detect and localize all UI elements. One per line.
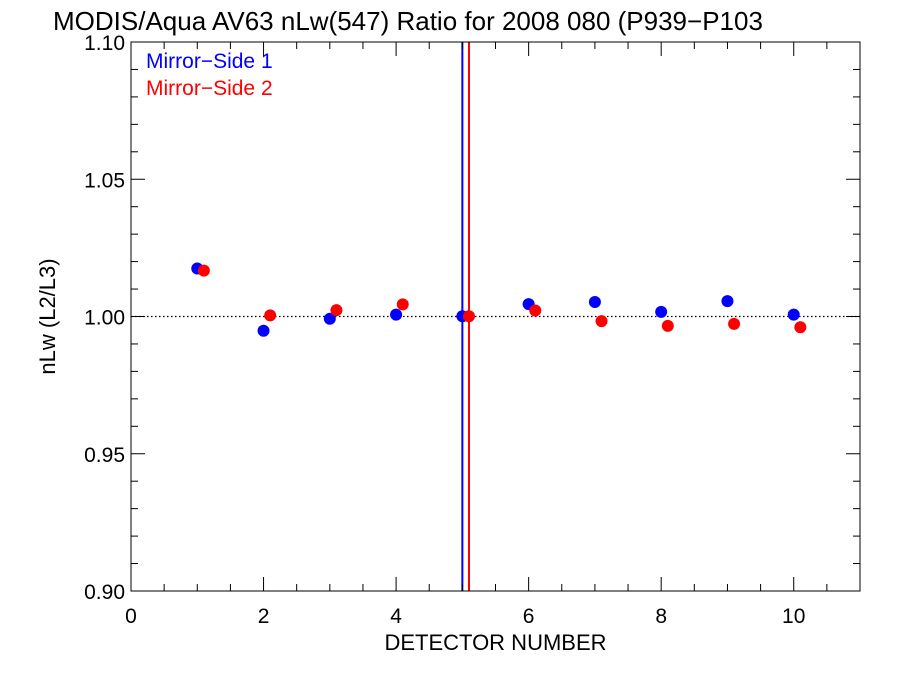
reference-lines <box>131 42 860 591</box>
x-tick-label: 4 <box>390 605 402 628</box>
x-axis-label: DETECTOR NUMBER <box>384 630 606 655</box>
axis-tick-labels: 0 2 4 6 8 10 0.90 0.95 1.00 1.05 1.10 <box>84 32 805 628</box>
legend-entry-mirror-side-2: Mirror−Side 2 <box>146 77 273 100</box>
x-tick-label: 10 <box>782 605 805 628</box>
data-point-series-1 <box>787 308 800 321</box>
data-point-series-2 <box>728 317 741 330</box>
axis-ticks <box>130 41 861 592</box>
data-point-series-1 <box>588 295 601 308</box>
data-point-series-2 <box>661 319 674 332</box>
data-point-series-1 <box>721 295 734 308</box>
chart-title: MODIS/Aqua AV63 nLw(547) Ratio for 2008 … <box>53 6 763 36</box>
x-tick-label: 6 <box>523 605 535 628</box>
data-point-series-1 <box>655 305 668 318</box>
legend: Mirror−Side 1 Mirror−Side 2 <box>146 50 273 100</box>
data-point-series-2 <box>330 304 343 317</box>
y-tick-label: 0.90 <box>84 581 125 604</box>
y-axis-label: nLw (L2/L3) <box>35 258 60 374</box>
y-tick-label: 1.05 <box>84 169 125 192</box>
data-point-series-2 <box>529 304 542 317</box>
y-tick-label: 1.10 <box>84 32 125 55</box>
data-point-series-1 <box>323 312 336 325</box>
y-tick-label: 1.00 <box>84 307 125 330</box>
data-point-series-2 <box>264 309 277 322</box>
data-points <box>191 262 807 337</box>
data-point-series-1 <box>390 308 403 321</box>
x-tick-label: 8 <box>655 605 667 628</box>
x-tick-label: 2 <box>258 605 270 628</box>
data-point-series-2 <box>396 298 409 311</box>
data-point-series-2 <box>595 315 608 328</box>
legend-entry-mirror-side-1: Mirror−Side 1 <box>146 50 273 73</box>
data-point-series-2 <box>462 310 475 323</box>
y-tick-label: 0.95 <box>84 444 125 467</box>
data-point-series-2 <box>794 321 807 334</box>
x-tick-label: 0 <box>125 605 137 628</box>
data-point-series-1 <box>257 324 270 337</box>
data-point-series-2 <box>197 264 210 277</box>
